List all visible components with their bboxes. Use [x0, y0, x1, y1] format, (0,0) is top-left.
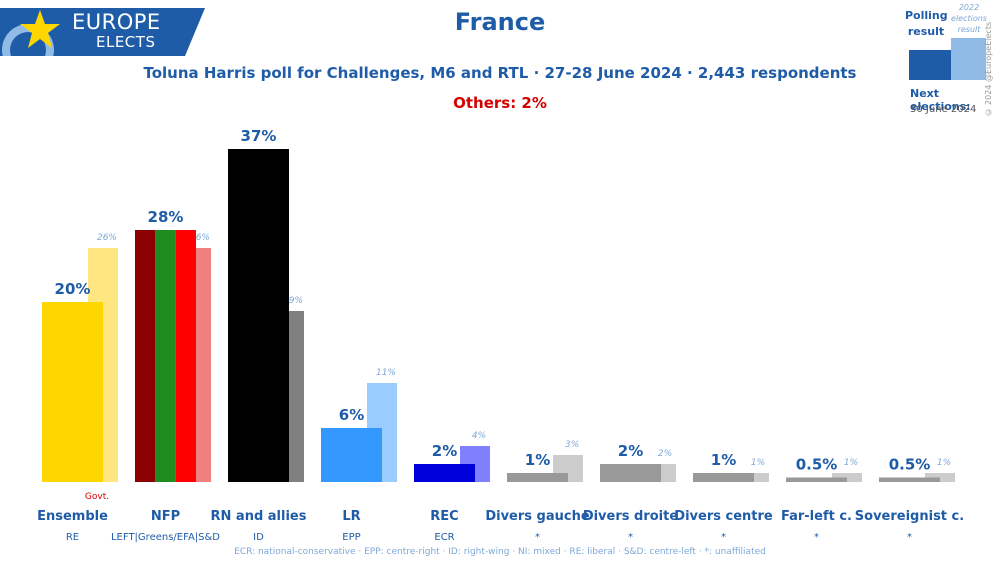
poll-bar-divers-centre [693, 473, 754, 482]
category-label-rec: REC [430, 509, 458, 524]
poll-bar-rn-and-allies [228, 149, 289, 482]
group-label-divers-centre: * [721, 532, 726, 543]
prev-value-label-sovereignist-c-: 1% [937, 458, 951, 468]
category-label-lr: LR [342, 509, 360, 524]
group-label-divers-droite: * [628, 532, 633, 543]
poll-bar-rec [414, 464, 475, 482]
prev-value-label-rn-and-allies: 19% [283, 296, 303, 306]
prev-value-label-lr: 11% [376, 368, 396, 378]
category-label-far-left-c-: Far-left c. [781, 509, 852, 524]
poll-bar-divers-gauche [507, 473, 568, 482]
poll-bar-divers-droite [600, 464, 661, 482]
legend-prev-swatch [951, 38, 986, 80]
next-elections-label: Next elections: [910, 87, 971, 113]
chart-title: France [454, 8, 546, 36]
poll-value-label-divers-gauche: 1% [525, 451, 550, 469]
poll-bar-ensemble [42, 302, 103, 482]
chart-subtitle: Toluna Harris poll for Challenges, M6 an… [143, 64, 857, 82]
europe-elects-logo [0, 8, 205, 56]
poll-value-label-ensemble: 20% [55, 280, 91, 298]
prev-value-label-far-left-c-: 1% [844, 458, 858, 468]
prev-value-label-divers-gauche: 3% [565, 440, 579, 450]
group-label-ensemble: RE [66, 532, 79, 543]
poll-bar-sovereignist-c- [879, 477, 940, 482]
prev-value-label-ensemble: 26% [97, 233, 117, 243]
group-label-rec: ECR [434, 532, 454, 543]
poll-bar-nfp-part-1 [135, 230, 156, 482]
poll-value-label-sovereignist-c-: 0.5% [889, 456, 931, 474]
poll-bar-lr [321, 428, 382, 482]
poll-bar-nfp-part-2 [155, 230, 176, 482]
poll-bar-nfp-part-3 [175, 230, 196, 482]
group-label-nfp: LEFT|Greens/EFA|S&D [111, 532, 220, 543]
poll-value-label-nfp: 28% [148, 208, 184, 226]
prev-value-label-divers-droite: 2% [658, 449, 672, 459]
logo-text-elects: ELECTS [96, 33, 156, 51]
poll-value-label-divers-centre: 1% [711, 451, 736, 469]
poll-value-label-divers-droite: 2% [618, 442, 643, 460]
note-label-ensemble: Govt. [85, 492, 109, 502]
group-label-lr: EPP [342, 532, 360, 543]
group-label-sovereignist-c-: * [907, 532, 912, 543]
category-label-nfp: NFP [151, 509, 180, 524]
abbreviation-footnote: ECR: national-conservative · EPP: centre… [234, 547, 766, 557]
category-label-ensemble: Ensemble [37, 509, 108, 524]
poll-value-label-far-left-c-: 0.5% [796, 456, 838, 474]
poll-value-label-rn-and-allies: 37% [241, 127, 277, 145]
poll-bar-far-left-c- [786, 477, 847, 482]
legend-poll-swatch [909, 50, 951, 80]
category-label-sovereignist-c-: Sovereignist c. [855, 509, 964, 524]
group-label-divers-gauche: * [535, 532, 540, 543]
prev-value-label-divers-centre: 1% [751, 458, 765, 468]
poll-value-label-rec: 2% [432, 442, 457, 460]
category-label-divers-gauche: Divers gauche [485, 509, 590, 524]
group-label-rn-and-allies: ID [253, 532, 264, 543]
category-label-divers-droite: Divers droite [583, 509, 679, 524]
category-label-divers-centre: Divers centre [674, 509, 773, 524]
logo-text-europe: EUROPE [72, 10, 161, 34]
legend-poll-label: Polling result [905, 9, 948, 38]
legend-prev-label: 2022 elections result [951, 3, 987, 34]
others-note: Others: 2% [453, 94, 547, 112]
prev-value-label-rec: 4% [472, 431, 486, 441]
group-label-far-left-c-: * [814, 532, 819, 543]
poll-value-label-lr: 6% [339, 406, 364, 424]
next-elections-date: 30 June 2024 [910, 104, 977, 115]
category-label-rn-and-allies: RN and allies [211, 509, 307, 524]
prev-value-label-nfp: 26% [190, 233, 210, 243]
